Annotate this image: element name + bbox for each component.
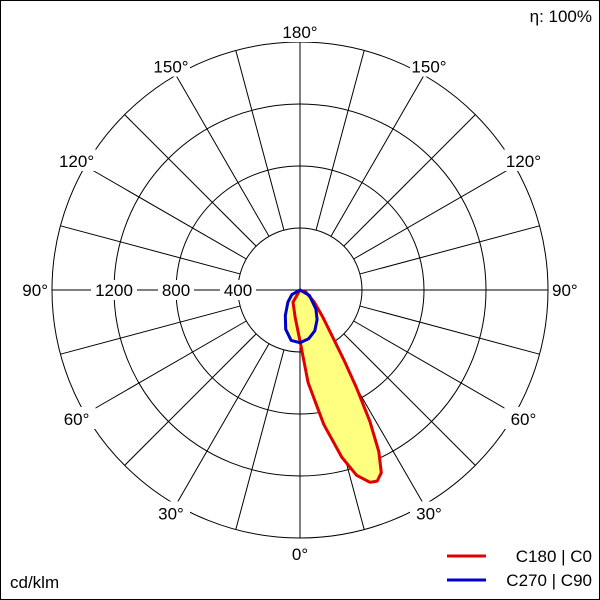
legend-label-c180-c0: C180 | C0 [516, 547, 592, 566]
grid-spoke-345 [235, 349, 285, 530]
grid-spoke-255 [60, 225, 241, 275]
grid-spoke-165 [315, 50, 365, 231]
angle-label-bg-4 [504, 149, 543, 171]
angle-label-bg-5 [14, 280, 48, 300]
grid-spoke-150 [330, 74, 425, 237]
angle-label-bg-1 [152, 54, 190, 77]
angle-label-150-right: 150° [411, 58, 446, 77]
grid-spoke-210 [175, 74, 270, 237]
angle-label-bg-6 [552, 280, 586, 300]
grid-spoke-105 [359, 225, 540, 275]
angle-label-90-left: 90° [22, 281, 48, 300]
angle-label-60-left: 60° [64, 410, 90, 429]
grid-spoke-300 [84, 320, 247, 415]
angle-label-bg-9 [152, 501, 190, 524]
unit-label: cd/klm [10, 573, 59, 592]
angle-label-180-center: 180° [282, 23, 317, 42]
grid-spoke-75 [359, 305, 540, 355]
grid-spoke-195 [235, 50, 285, 231]
angle-label-bg-0 [278, 20, 322, 42]
grid-spoke-225 [124, 114, 257, 247]
radial-tick-label-800: 800 [162, 281, 190, 300]
grid-spoke-120 [353, 165, 516, 260]
curve-fill-0 [293, 290, 382, 483]
efficiency-label: η: 100% [530, 7, 592, 26]
grid-spoke-45 [343, 333, 476, 466]
angle-label-30-left: 30° [158, 504, 184, 523]
grid-spoke-135 [343, 114, 476, 247]
angle-label-120-left: 120° [59, 152, 94, 171]
grid-spoke-60 [353, 320, 516, 415]
angle-label-30-right: 30° [416, 504, 442, 523]
radial-tick-bg-400 [220, 280, 256, 300]
grid-spoke-330 [175, 343, 270, 506]
angle-label-150-left: 150° [153, 58, 188, 77]
legend-label-c270-c90: C270 | C90 [506, 571, 592, 590]
angle-label-bg-3 [57, 149, 96, 171]
grid-spoke-285 [60, 305, 241, 355]
angle-label-90-right: 90° [552, 281, 578, 300]
radial-tick-label-1200: 1200 [95, 281, 133, 300]
radial-tick-bg-1200 [91, 280, 137, 300]
curve-line-1 [283, 288, 319, 345]
curve-line-0 [291, 288, 383, 484]
legend: C180 | C0 C270 | C90 [447, 547, 592, 590]
angle-label-bg-7 [57, 407, 96, 429]
radial-tick-bg-800 [158, 280, 194, 300]
grid-spoke-240 [84, 165, 247, 260]
intensity-curves [283, 288, 383, 484]
angle-label-bg-8 [504, 407, 543, 429]
grid-spoke-315 [124, 333, 257, 466]
angle-label-bg-10 [410, 501, 448, 524]
angle-label-0-center: 0° [292, 545, 308, 564]
chart-labels: 400 800 1200 180° 150° 150° 120° 120° 90° 90° 60° 6… [14, 20, 586, 564]
radial-tick-label-400: 400 [224, 281, 252, 300]
angle-label-bg-2 [410, 54, 448, 77]
angle-label-60-right: 60° [511, 410, 537, 429]
angle-label-120-right: 120° [506, 152, 541, 171]
